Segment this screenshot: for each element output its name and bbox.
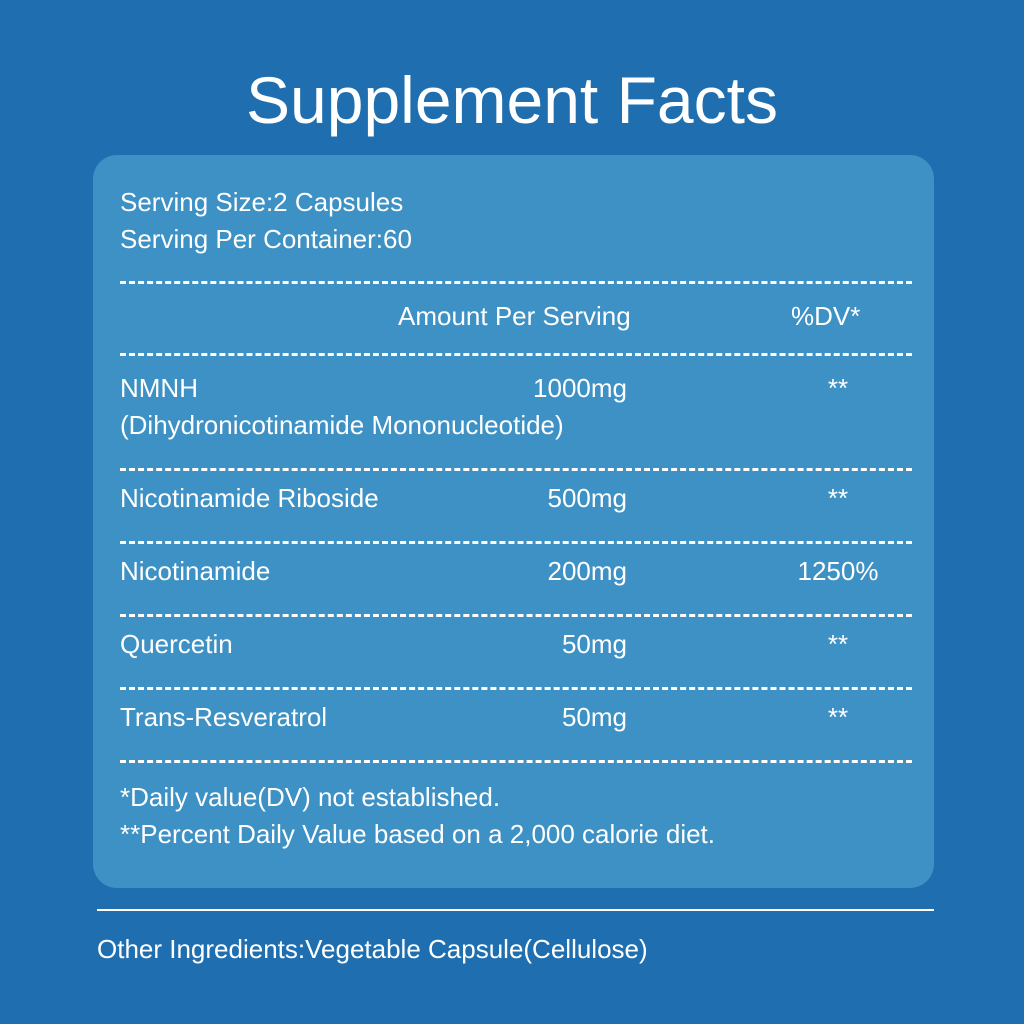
rule	[97, 909, 934, 911]
ingredient-dv: 1250%	[797, 556, 879, 586]
header-amount: Amount Per Serving	[398, 301, 631, 331]
ingredient-amount: 50mg	[561, 702, 627, 732]
footnote: **Percent Daily Value based on a 2,000 c…	[120, 819, 716, 849]
ingredient-dv: **	[827, 629, 849, 659]
serving-line: Serving Size:2 Capsules	[120, 187, 404, 217]
ingredient-dv: **	[827, 373, 849, 403]
ingredient-name: Nicotinamide	[120, 556, 271, 586]
divider	[120, 614, 912, 617]
footnote: *Daily value(DV) not established.	[120, 782, 501, 812]
ingredient-name: Trans-Resveratrol	[120, 702, 328, 732]
ingredient-name: Nicotinamide Riboside	[120, 483, 379, 513]
ingredient-amount: 1000mg	[533, 373, 627, 403]
ingredient-name: NMNH	[120, 373, 198, 403]
divider	[120, 468, 912, 471]
ingredient-name: Quercetin	[120, 629, 233, 659]
header-dv: %DV*	[791, 301, 861, 331]
ingredient-amount: 200mg	[547, 556, 628, 586]
divider	[120, 687, 912, 690]
divider	[120, 281, 912, 284]
ingredient-amount: 50mg	[561, 629, 627, 659]
ingredient-name: (Dihydronicotinamide Mononucleotide)	[120, 410, 564, 440]
other-ingredients: Other Ingredients:Vegetable Capsule(Cell…	[97, 934, 648, 964]
title: Supplement Facts	[246, 63, 778, 137]
divider	[120, 541, 912, 544]
ingredient-amount: 500mg	[547, 483, 628, 513]
divider	[120, 353, 912, 356]
ingredient-dv: **	[827, 702, 849, 732]
serving-line: Serving Per Container:60	[120, 224, 412, 254]
divider	[120, 760, 912, 763]
ingredient-dv: **	[827, 483, 849, 513]
facts-panel: Serving Size:2 Capsules Serving Per Conta…	[93, 155, 934, 888]
